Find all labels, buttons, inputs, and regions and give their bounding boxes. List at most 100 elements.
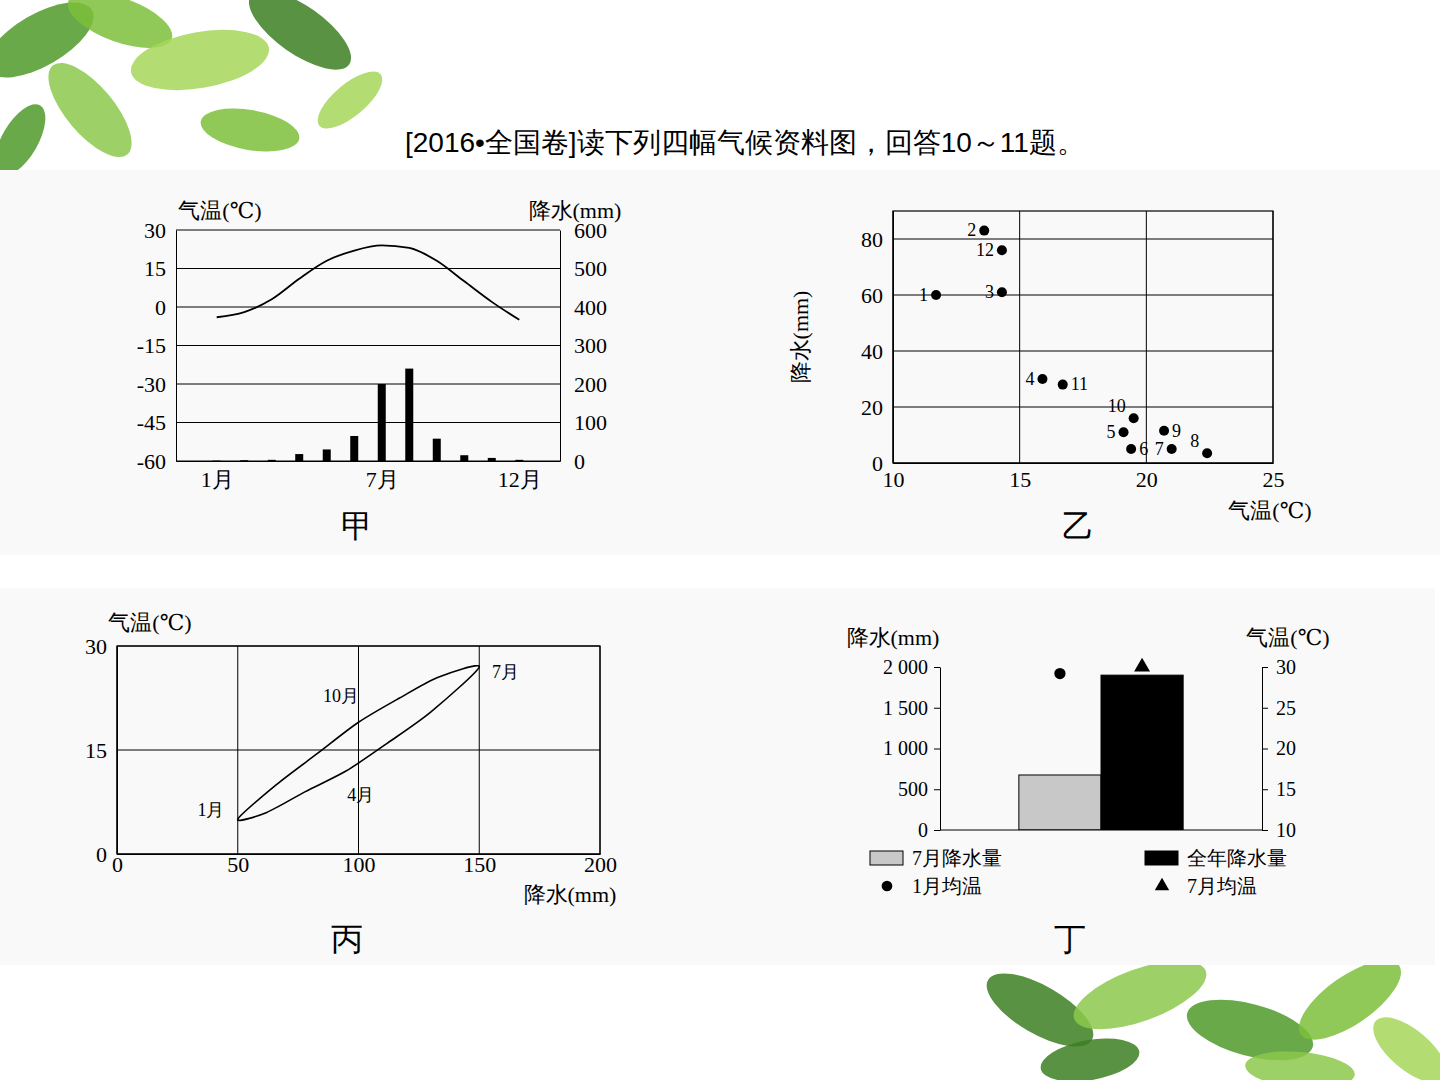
grid-line bbox=[893, 351, 1273, 352]
point bbox=[1202, 448, 1212, 458]
tick: -30 bbox=[137, 372, 176, 397]
tick: 0 bbox=[112, 852, 123, 877]
legend-swatch bbox=[882, 881, 893, 892]
axis-title: 气温(℃) bbox=[1228, 498, 1311, 523]
axis-line bbox=[177, 461, 561, 462]
tick: 150 bbox=[463, 852, 496, 877]
bar bbox=[405, 369, 413, 461]
bar bbox=[515, 460, 523, 461]
bar bbox=[350, 436, 358, 461]
tick: 1 500 bbox=[883, 697, 940, 719]
panel-background bbox=[0, 170, 1440, 555]
tick-label: 300 bbox=[574, 333, 607, 358]
y-axis: -60-45-30-1501530 bbox=[137, 218, 177, 474]
point-label: 1月 bbox=[197, 800, 224, 820]
point-label: 5 bbox=[1107, 422, 1116, 442]
leaf bbox=[34, 50, 145, 170]
leaf bbox=[309, 62, 391, 138]
tick-label: -60 bbox=[137, 449, 166, 474]
bar bbox=[213, 460, 221, 461]
point-label: 7月 bbox=[492, 662, 519, 682]
y2-axis: 0100200300400500600 bbox=[560, 218, 607, 474]
legend-swatch bbox=[870, 851, 903, 865]
legend-item: 全年降水量 bbox=[1145, 847, 1287, 869]
axis-title: 气温(℃) bbox=[108, 610, 191, 635]
grid-line bbox=[176, 230, 560, 231]
tick: 200 bbox=[584, 852, 617, 877]
point bbox=[1058, 380, 1068, 390]
tick-mark bbox=[934, 667, 940, 668]
tick: 300 bbox=[560, 333, 607, 358]
grid bbox=[176, 230, 560, 461]
tick: 30 bbox=[1262, 656, 1296, 678]
leaf bbox=[126, 20, 274, 99]
plot-frame bbox=[893, 211, 1273, 463]
bar bbox=[268, 460, 276, 461]
tick-label: 15 bbox=[1009, 467, 1031, 492]
tick-label: 1 500 bbox=[883, 697, 928, 719]
y-axis: 05001 0001 5002 000 bbox=[883, 656, 941, 841]
legend-swatch bbox=[1145, 851, 1178, 865]
point bbox=[1119, 427, 1129, 437]
tick-label: 15 bbox=[85, 738, 107, 763]
bar bbox=[295, 454, 303, 461]
tick-mark bbox=[1262, 667, 1268, 668]
tick-mark bbox=[1262, 749, 1268, 750]
point bbox=[1037, 374, 1047, 384]
point-label: 7 bbox=[1155, 439, 1164, 459]
tick-label: 0 bbox=[574, 449, 585, 474]
tick-label: 100 bbox=[343, 852, 376, 877]
tick: 7月 bbox=[366, 461, 399, 492]
marks bbox=[213, 245, 524, 461]
legend-label: 全年降水量 bbox=[1187, 847, 1287, 869]
tick-label: 15 bbox=[1276, 778, 1296, 800]
tick-mark bbox=[934, 830, 940, 831]
tick-label: -30 bbox=[137, 372, 166, 397]
grid-line bbox=[479, 646, 480, 854]
tick: 10 bbox=[883, 463, 905, 492]
point bbox=[997, 287, 1007, 297]
legend-item: 7月降水量 bbox=[870, 847, 1002, 869]
point-label: 2 bbox=[967, 220, 976, 240]
point-label: 4月 bbox=[347, 785, 374, 805]
chart-panel: 05001 0001 5002 0001015202530降水(mm)气温(℃)… bbox=[847, 625, 1330, 957]
grid-line bbox=[1019, 211, 1020, 463]
chart-panel: 02040608010152025123456789101112气温(℃)降水(… bbox=[788, 211, 1312, 544]
tick: 60 bbox=[861, 283, 893, 308]
tick: 20 bbox=[1136, 463, 1158, 492]
bar bbox=[323, 449, 331, 461]
tick-label: 400 bbox=[574, 295, 607, 320]
tick-mark bbox=[934, 708, 940, 709]
grid-line bbox=[893, 295, 1273, 296]
tick-label: 0 bbox=[112, 852, 123, 877]
baseline bbox=[940, 830, 1262, 831]
tick-label: 20 bbox=[1136, 467, 1158, 492]
legend-swatch bbox=[1155, 878, 1169, 890]
y2-axis: 1015202530 bbox=[1262, 656, 1296, 841]
tick-label: 25 bbox=[1276, 697, 1296, 719]
tick: -45 bbox=[137, 410, 176, 435]
point-label: 1 bbox=[919, 285, 928, 305]
bar bbox=[378, 384, 386, 461]
legend-label: 7月降水量 bbox=[912, 847, 1002, 869]
tick: 12月 bbox=[498, 461, 542, 492]
axis-title: 降水(mm) bbox=[788, 291, 813, 384]
tick: 15 bbox=[1009, 463, 1031, 492]
point bbox=[997, 245, 1007, 255]
point bbox=[1167, 444, 1177, 454]
grid-line bbox=[176, 345, 560, 346]
legend-label: 1月均温 bbox=[912, 875, 982, 897]
canvas: [2016•全国卷]读下列四幅气候资料图，回答10～11题。-60-45-30-… bbox=[0, 0, 1440, 1080]
x-axis: 050100150200 bbox=[112, 852, 617, 877]
tick-label: 30 bbox=[144, 218, 166, 243]
grid-line bbox=[176, 461, 560, 462]
tick-label: 40 bbox=[861, 339, 883, 364]
point bbox=[979, 226, 989, 236]
tick-label: 15 bbox=[144, 256, 166, 281]
panel-caption: 甲 bbox=[341, 508, 373, 544]
grid-line bbox=[893, 407, 1273, 408]
leaf bbox=[197, 102, 302, 159]
tick: 1月 bbox=[201, 461, 234, 492]
tick: 100 bbox=[560, 410, 607, 435]
legend: 7月降水量全年降水量1月均温7月均温 bbox=[870, 847, 1287, 897]
